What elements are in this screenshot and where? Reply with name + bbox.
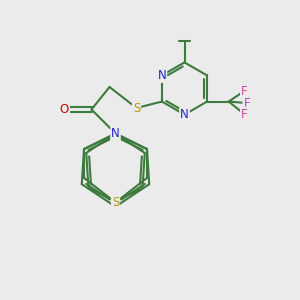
Text: N: N bbox=[111, 127, 120, 140]
Text: F: F bbox=[241, 85, 247, 98]
Text: F: F bbox=[241, 108, 247, 121]
Text: N: N bbox=[158, 69, 166, 82]
Text: O: O bbox=[60, 103, 69, 116]
Text: F: F bbox=[243, 97, 250, 110]
Text: S: S bbox=[133, 101, 140, 115]
Text: N: N bbox=[180, 108, 189, 121]
Text: S: S bbox=[112, 196, 119, 209]
